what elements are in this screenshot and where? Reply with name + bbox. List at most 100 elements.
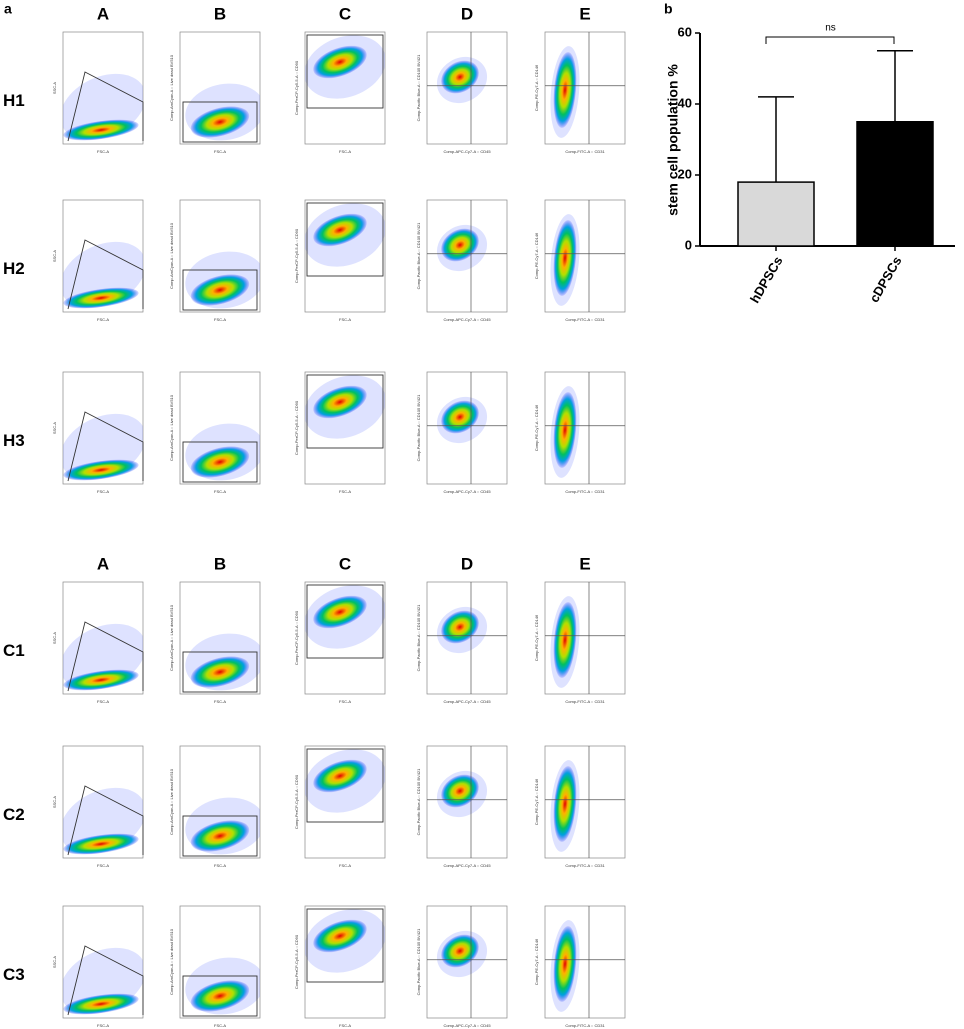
- y-axis-label: Comp-PE-Cy7-A :: CD146: [534, 938, 539, 985]
- column-label: C: [339, 554, 351, 573]
- x-tick-label: cDPSCs: [866, 254, 904, 305]
- y-axis-label: SSC-A: [52, 956, 57, 969]
- gate: [182, 101, 258, 143]
- row-label: H1: [3, 91, 25, 110]
- plot-area: [436, 930, 488, 978]
- column-label: A: [97, 4, 109, 23]
- flow-plot: FSC-A SSC-A: [52, 31, 144, 154]
- y-axis-label: SSC-A: [52, 796, 57, 809]
- flow-plot: Comp-FITC-A :: CD31 Comp-PE-Cy7-A :: CD14…: [534, 905, 626, 1028]
- flow-plot: Comp-FITC-A :: CD31 Comp-PE-Cy7-A :: CD14…: [534, 745, 626, 868]
- density-blob: [190, 980, 250, 1012]
- plot-area: [305, 35, 385, 99]
- density-blob: [313, 213, 367, 247]
- y-axis-label: Comp-Pacific Blue-A :: CD105 BV421: [416, 54, 421, 121]
- x-axis-label: FSC-A: [339, 149, 351, 154]
- x-axis-label: Comp-FITC-A :: CD31: [565, 699, 605, 704]
- y-axis-label: Comp-AmCyan-A :: Live dead BV510: [169, 604, 174, 671]
- plot-frame: [304, 745, 386, 859]
- x-tick-label: hDPSCs: [747, 254, 786, 306]
- flow-plot: FSC-A Comp-PerCP-Cy5-5-A :: CD90: [294, 745, 386, 868]
- gate: [67, 411, 144, 482]
- plot-area: [550, 596, 580, 688]
- x-axis-label: Comp-APC-Cy7-A :: CD45: [443, 699, 491, 704]
- plot-area: [305, 203, 385, 267]
- plot-area: [185, 957, 260, 1015]
- y-axis-label: Comp-PE-Cy7-A :: CD146: [534, 614, 539, 661]
- density-blob: [553, 766, 577, 842]
- flow-plot: FSC-A Comp-AmCyan-A :: Live dead BV510: [169, 745, 261, 868]
- plot-area: [305, 749, 385, 813]
- x-axis-label: FSC-A: [97, 1023, 109, 1028]
- gate: [182, 815, 258, 857]
- flow-plot: FSC-A Comp-PerCP-Cy5-5-A :: CD90: [294, 31, 386, 154]
- plot-area: [63, 241, 143, 309]
- flow-plot: Comp-APC-Cy7-A :: CD45 Comp-Pacific Blue-…: [416, 31, 508, 154]
- density-blob: [441, 774, 479, 808]
- plot-area: [436, 770, 488, 818]
- y-axis-label: SSC-A: [52, 250, 57, 263]
- panel-label: b: [664, 1, 673, 17]
- flow-plot: Comp-FITC-A :: CD31 Comp-PE-Cy7-A :: CD14…: [534, 199, 626, 322]
- density-blob: [63, 119, 139, 141]
- bar: [856, 121, 934, 247]
- x-axis-label: FSC-A: [339, 489, 351, 494]
- y-axis-label: Comp-PE-Cy7-A :: CD146: [534, 404, 539, 451]
- x-axis-label: FSC-A: [214, 863, 226, 868]
- column-label: D: [461, 4, 473, 23]
- plot-area: [185, 797, 260, 855]
- x-axis-label: FSC-A: [214, 1023, 226, 1028]
- gate: [67, 785, 144, 856]
- plot-area: [185, 251, 260, 309]
- y-axis-label: SSC-A: [52, 82, 57, 95]
- y-axis-label: Comp-PerCP-Cy5-5-A :: CD90: [294, 774, 299, 829]
- x-axis-label: Comp-APC-Cy7-A :: CD45: [443, 317, 491, 322]
- flow-plot: FSC-A SSC-A: [52, 371, 144, 494]
- density-blob: [190, 656, 250, 688]
- flow-plot: FSC-A Comp-PerCP-Cy5-5-A :: CD90: [294, 905, 386, 1028]
- x-axis-label: FSC-A: [339, 317, 351, 322]
- y-axis-label: stem cell population %: [665, 64, 681, 216]
- plot-area: [305, 909, 385, 973]
- density-blob: [190, 820, 250, 852]
- row-label: C2: [3, 805, 25, 824]
- density-blob: [441, 228, 479, 262]
- x-axis-label: FSC-A: [97, 699, 109, 704]
- density-blob: [553, 52, 577, 128]
- y-axis-label: Comp-AmCyan-A :: Live dead BV510: [169, 768, 174, 835]
- y-axis-label: Comp-PE-Cy7-A :: CD146: [534, 232, 539, 279]
- x-axis-label: FSC-A: [339, 699, 351, 704]
- flow-plot: Comp-APC-Cy7-A :: CD45 Comp-Pacific Blue-…: [416, 745, 508, 868]
- x-axis-label: Comp-FITC-A :: CD31: [565, 149, 605, 154]
- x-axis-label: FSC-A: [214, 699, 226, 704]
- flow-plot: Comp-FITC-A :: CD31 Comp-PE-Cy7-A :: CD14…: [534, 371, 626, 494]
- x-axis-label: FSC-A: [214, 489, 226, 494]
- y-axis-label: SSC-A: [52, 422, 57, 435]
- density-blob: [63, 459, 139, 481]
- plot-area: [185, 423, 260, 481]
- x-axis-label: Comp-APC-Cy7-A :: CD45: [443, 149, 491, 154]
- flow-plot: FSC-A SSC-A: [52, 199, 144, 322]
- gate: [182, 441, 258, 483]
- flow-plot: FSC-A SSC-A: [52, 581, 144, 704]
- density-blob: [63, 287, 139, 309]
- row-label: H2: [3, 259, 25, 278]
- y-axis-label: Comp-PerCP-Cy5-5-A :: CD90: [294, 934, 299, 989]
- annotation: ns: [825, 23, 836, 34]
- density-blob: [313, 45, 367, 79]
- density-blob: [313, 595, 367, 629]
- y-tick-label: 20: [678, 166, 692, 181]
- density-blob: [441, 610, 479, 644]
- flow-plot: FSC-A Comp-AmCyan-A :: Live dead BV510: [169, 581, 261, 704]
- flow-plot: Comp-APC-Cy7-A :: CD45 Comp-Pacific Blue-…: [416, 905, 508, 1028]
- flow-plot: FSC-A Comp-PerCP-Cy5-5-A :: CD90: [294, 199, 386, 322]
- y-axis-label: Comp-PerCP-Cy5-5-A :: CD90: [294, 400, 299, 455]
- density-blob: [190, 106, 250, 138]
- plot-area: [436, 606, 488, 654]
- density-blob: [63, 669, 139, 691]
- gate: [67, 71, 144, 142]
- density-blob: [553, 392, 577, 468]
- y-axis-label: Comp-Pacific Blue-A :: CD105 BV421: [416, 768, 421, 835]
- flow-plot: Comp-FITC-A :: CD31 Comp-PE-Cy7-A :: CD14…: [534, 31, 626, 154]
